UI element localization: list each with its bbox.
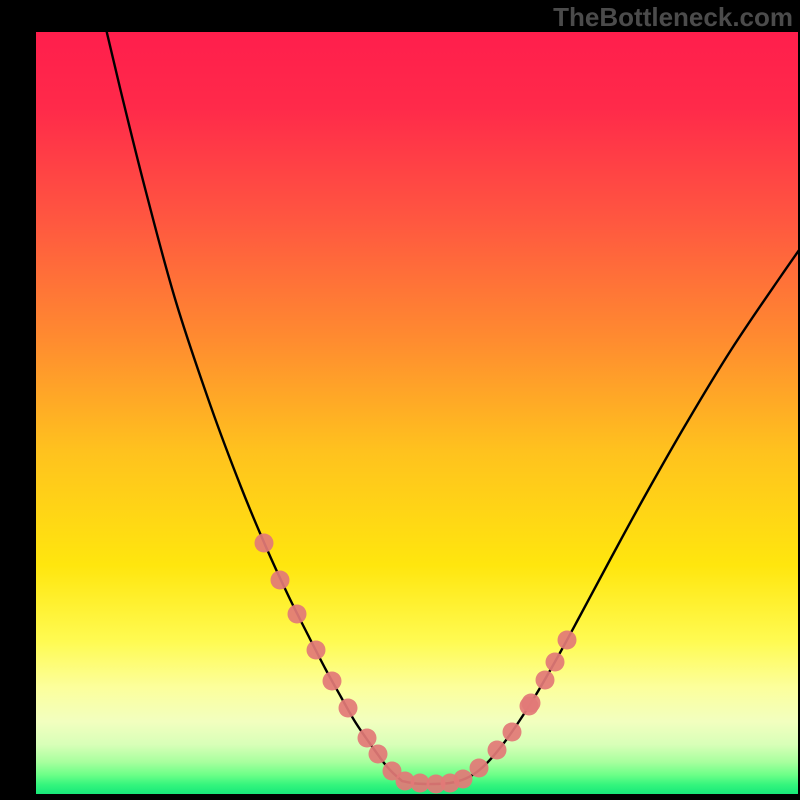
plot-area — [36, 32, 798, 794]
marker-dot — [536, 671, 555, 690]
marker-dot — [503, 723, 522, 742]
curve-left-branch — [102, 32, 402, 781]
curve-right-branch — [402, 212, 798, 784]
marker-dot — [454, 770, 473, 789]
markers-group — [255, 534, 577, 794]
marker-dot — [558, 631, 577, 650]
marker-dot — [358, 729, 377, 748]
marker-dot — [369, 745, 388, 764]
marker-dot — [522, 694, 541, 713]
marker-dot — [307, 641, 326, 660]
marker-dot — [255, 534, 274, 553]
chart-svg — [36, 32, 798, 794]
marker-dot — [546, 653, 565, 672]
marker-dot — [288, 605, 307, 624]
watermark-text: TheBottleneck.com — [553, 2, 793, 33]
marker-dot — [323, 672, 342, 691]
marker-dot — [488, 741, 507, 760]
marker-dot — [470, 759, 489, 778]
marker-dot — [271, 571, 290, 590]
marker-dot — [339, 699, 358, 718]
